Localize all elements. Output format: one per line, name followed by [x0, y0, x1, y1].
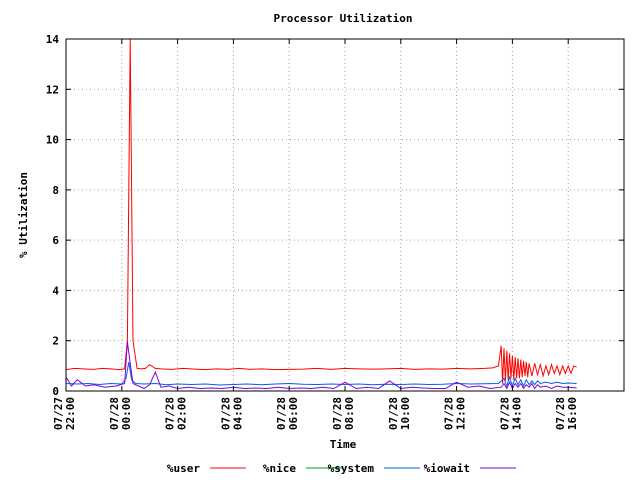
y-tick-label: 4: [52, 284, 59, 297]
x-tick-date: 07/28: [331, 397, 344, 430]
chart-title: Processor Utilization: [273, 12, 412, 25]
x-tick-date: 07/28: [164, 397, 177, 430]
x-tick-time: 14:00: [510, 397, 523, 430]
x-tick-date: 07/28: [387, 397, 400, 430]
legend-label: %user: [167, 462, 200, 475]
x-tick-date: 07/28: [108, 397, 121, 430]
y-tick-label: 2: [52, 335, 59, 348]
x-tick-date: 07/28: [443, 397, 456, 430]
legend-label: %nice: [263, 462, 296, 475]
legend-label: %iowait: [424, 462, 470, 475]
y-tick-label: 12: [46, 83, 59, 96]
y-tick-label: 14: [46, 33, 60, 46]
y-tick-label: 10: [46, 134, 59, 147]
x-tick-time: 10:00: [399, 397, 412, 430]
series-lines: [65, 38, 577, 392]
x-tick-time: 06:00: [287, 397, 300, 430]
y-tick-label: 0: [52, 385, 59, 398]
x-tick-date: 07/28: [219, 397, 232, 430]
x-tick-time: 22:00: [64, 397, 77, 430]
x-tick-time: 02:00: [176, 397, 189, 430]
y-axis-ticks: 0 2 4 6 8 10 12 14: [46, 33, 624, 398]
legend: %user %nice %system %iowait: [167, 462, 516, 475]
x-tick-time: 16:00: [566, 397, 579, 430]
x-tick-time: 04:00: [231, 397, 244, 430]
series-line-1: [65, 38, 577, 384]
y-tick-label: 6: [52, 234, 59, 247]
x-tick-time: 12:00: [455, 397, 468, 430]
series-line-4: [65, 341, 577, 390]
y-tick-label: 8: [52, 184, 59, 197]
legend-label: %system: [328, 462, 375, 475]
x-axis-ticks: 07/27 22:00 07/28 00:00 07/28 02:00 07/28 04:00…: [52, 39, 579, 430]
x-tick-date: 07/28: [275, 397, 288, 430]
series-line-3: [65, 362, 577, 388]
x-tick-date: 07/27: [52, 397, 65, 430]
x-tick-time: 00:00: [120, 397, 133, 430]
grid-lines: [66, 39, 624, 391]
x-tick-date: 07/28: [554, 397, 567, 430]
y-axis-label: % Utilization: [17, 172, 30, 258]
x-tick-date: 07/28: [498, 397, 511, 430]
x-tick-time: 08:00: [343, 397, 356, 430]
x-axis-label: Time: [330, 438, 357, 451]
